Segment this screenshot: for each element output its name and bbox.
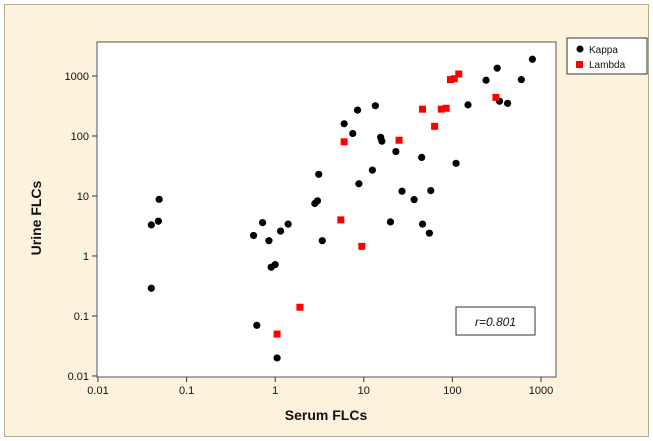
- kappa-point: [271, 260, 279, 269]
- kappa-point: [418, 220, 427, 228]
- y-tick-label: 100: [71, 131, 89, 143]
- kappa-point: [265, 237, 273, 245]
- lambda-point: [437, 105, 445, 113]
- kappa-point: [386, 218, 395, 226]
- lambda-point: [492, 93, 500, 101]
- lambda-point: [296, 303, 304, 311]
- lambda-point: [455, 70, 463, 78]
- kappa-point: [482, 76, 490, 84]
- kappa-point: [368, 166, 376, 174]
- kappa-point: [253, 321, 261, 329]
- kappa-point: [504, 99, 512, 107]
- kappa-point: [410, 196, 418, 204]
- kappa-point: [147, 221, 155, 229]
- kappa-point: [249, 231, 258, 240]
- kappa-point: [355, 180, 363, 188]
- correlation-text: r=0.801: [475, 315, 516, 329]
- kappa-point: [258, 219, 267, 227]
- kappa-point: [284, 220, 292, 228]
- x-tick-label: 0.01: [87, 385, 108, 397]
- kappa-point: [315, 170, 323, 178]
- y-tick-label: 10: [77, 191, 89, 203]
- legend-kappa-marker: [576, 45, 584, 53]
- lambda-point: [450, 75, 458, 83]
- data-points: [147, 55, 537, 362]
- y-axis: 0.01 0.1 1 10 100 1000: [65, 71, 97, 383]
- kappa-point: [349, 129, 357, 138]
- kappa-point: [154, 217, 162, 225]
- kappa-point: [340, 120, 348, 128]
- legend-lambda-label: Lambda: [589, 60, 626, 71]
- lambda-point: [431, 122, 439, 130]
- kappa-point: [418, 153, 426, 161]
- y-tick-label: 0.01: [68, 371, 89, 383]
- kappa-point: [378, 137, 386, 145]
- lambda-point: [419, 105, 427, 113]
- legend-kappa-label: Kappa: [589, 45, 618, 56]
- kappa-point: [493, 64, 501, 72]
- lambda-point: [442, 104, 450, 112]
- correlation-annotation: r=0.801: [455, 306, 536, 336]
- kappa-point: [353, 106, 362, 114]
- kappa-point: [528, 55, 537, 63]
- kappa-point: [464, 101, 472, 109]
- lambda-point: [340, 138, 348, 146]
- kappa-point: [427, 187, 435, 195]
- lambda-point: [395, 136, 403, 144]
- x-tick-label: 100: [443, 385, 461, 397]
- lambda-point: [273, 330, 281, 338]
- x-tick-label: 0.1: [179, 385, 194, 397]
- lambda-point: [337, 216, 345, 224]
- kappa-point: [276, 227, 285, 235]
- x-tick-label: 10: [358, 385, 370, 397]
- kappa-point: [273, 354, 281, 362]
- kappa-point: [398, 187, 406, 195]
- legend-lambda-marker: [576, 61, 583, 68]
- legend: Kappa Lambda: [566, 37, 648, 75]
- lambda-point: [446, 76, 454, 84]
- x-axis: 0.01 0.1 1 10 100 1000: [87, 377, 553, 397]
- y-tick-label: 1: [83, 251, 89, 263]
- kappa-point: [147, 284, 155, 292]
- kappa-point: [425, 229, 433, 237]
- kappa-point: [517, 76, 525, 84]
- y-axis-title: Urine FLCs: [28, 180, 44, 255]
- kappa-point: [313, 197, 322, 205]
- kappa-point: [155, 195, 163, 203]
- y-tick-label: 1000: [65, 71, 89, 83]
- kappa-point: [371, 102, 379, 110]
- x-tick-label: 1: [272, 385, 278, 397]
- y-tick-label: 0.1: [74, 311, 89, 323]
- lambda-point: [358, 242, 366, 250]
- kappa-point: [392, 147, 400, 156]
- kappa-point: [452, 159, 460, 167]
- annotation-box: [455, 306, 536, 336]
- x-tick-label: 1000: [529, 385, 553, 397]
- kappa-point: [318, 237, 326, 245]
- x-axis-title: Serum FLCs: [285, 407, 368, 423]
